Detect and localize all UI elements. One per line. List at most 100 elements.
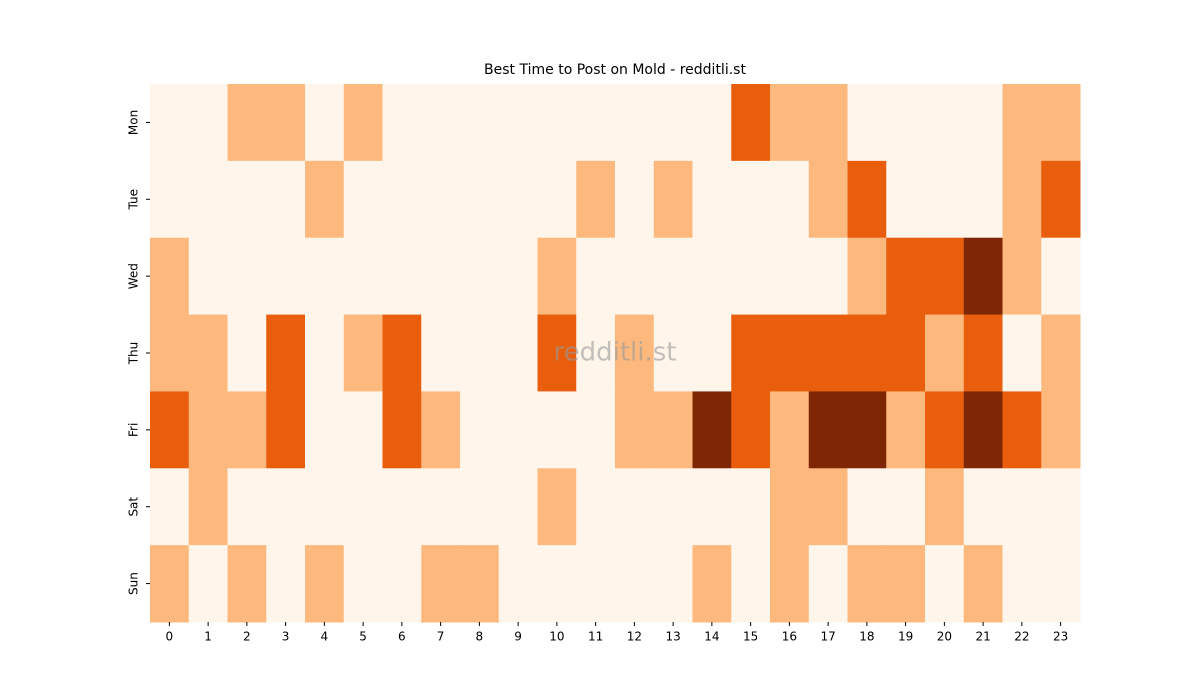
heatmap-cell [925,314,965,392]
heatmap-cell [343,468,383,546]
x-tick-label: 0 [166,630,174,644]
x-tick-label: 23 [1053,630,1068,644]
heatmap-cell [692,545,732,623]
heatmap-cell [343,391,383,469]
heatmap-cell [653,391,693,469]
heatmap-cell [421,84,461,162]
heatmap-cell [537,160,577,239]
heatmap-cell [421,314,461,392]
heatmap-cell [847,237,887,316]
heatmap-cell [847,314,887,392]
heatmap-cell [731,468,771,546]
heatmap-cell [150,468,190,546]
heatmap-cell [537,468,577,546]
heatmap-cell [770,545,810,623]
heatmap-cell [847,84,887,162]
x-tick-label: 15 [743,630,758,644]
heatmap-cell [576,391,616,469]
x-tick-label: 20 [937,630,952,644]
heatmap-cell [925,237,965,316]
heatmap-cell [498,160,538,239]
heatmap-cell [731,160,771,239]
x-tick-label: 22 [1014,630,1029,644]
heatmap-cell [343,545,383,623]
heatmap-cell [808,160,848,239]
heatmap-cell [305,160,345,239]
x-tick-label: 16 [782,630,797,644]
heatmap-cell [847,391,887,469]
heatmap-cell [188,545,228,623]
heatmap-cell [421,391,461,469]
heatmap-cell [266,314,306,392]
heatmap-cell [382,468,422,546]
x-tick-label: 21 [975,630,990,644]
heatmap-cell [847,545,887,623]
heatmap-cell [227,160,267,239]
heatmap-cell [498,391,538,469]
heatmap-cell [305,84,345,162]
heatmap-cell [498,545,538,623]
heatmap-cell [227,468,267,546]
heatmap-cell [1002,545,1042,623]
heatmap-cell [847,468,887,546]
heatmap-cell [692,160,732,239]
heatmap-cell [692,237,732,316]
heatmap-cell [1041,545,1081,623]
heatmap-cell [382,237,422,316]
heatmap-cell [537,314,577,392]
y-tick-label: Tue [127,189,141,211]
heatmap-cell [886,545,926,623]
heatmap-cell [305,545,345,623]
heatmap-cell [460,391,500,469]
x-tick-label: 12 [627,630,642,644]
heatmap-cell [653,468,693,546]
heatmap-cell [770,84,810,162]
heatmap-cell [188,468,228,546]
heatmap-cell [576,468,616,546]
heatmap-cell [188,314,228,392]
heatmap-cell [692,468,732,546]
heatmap-cell [382,545,422,623]
heatmap-cell [266,391,306,469]
heatmap-cell [305,237,345,316]
heatmap-cell [498,314,538,392]
heatmap-cell [886,314,926,392]
heatmap-cell [808,545,848,623]
heatmap-cell [188,160,228,239]
heatmap-cell [266,545,306,623]
heatmap-cell [1041,391,1081,469]
heatmap-cell [808,391,848,469]
heatmap-cell [537,237,577,316]
heatmap-cell [150,314,190,392]
x-tick-label: 6 [398,630,406,644]
heatmap-cell [808,237,848,316]
heatmap-cell [266,237,306,316]
heatmap-cell [537,545,577,623]
heatmap-cell [963,84,1003,162]
heatmap-cell [498,84,538,162]
y-tick-label: Sat [127,497,141,517]
heatmap-cell [343,314,383,392]
heatmap-cell [615,237,655,316]
heatmap-cell [460,314,500,392]
heatmap-cell [576,314,616,392]
heatmap-cell [150,545,190,623]
heatmap-cell [925,545,965,623]
heatmap-cell [847,160,887,239]
heatmap-cell [1002,391,1042,469]
heatmap-cell [227,391,267,469]
heatmap-cell [963,391,1003,469]
heatmap-cell [653,84,693,162]
heatmap-cell [886,237,926,316]
heatmap-cell [421,468,461,546]
heatmap-cell [343,237,383,316]
heatmap-cell [150,237,190,316]
heatmap-cell [343,160,383,239]
heatmap-cell [188,237,228,316]
heatmap-cell [305,468,345,546]
y-tick-label: Mon [127,110,141,135]
heatmap-cell [653,314,693,392]
heatmap-cell [343,84,383,162]
heatmap-cell [150,84,190,162]
